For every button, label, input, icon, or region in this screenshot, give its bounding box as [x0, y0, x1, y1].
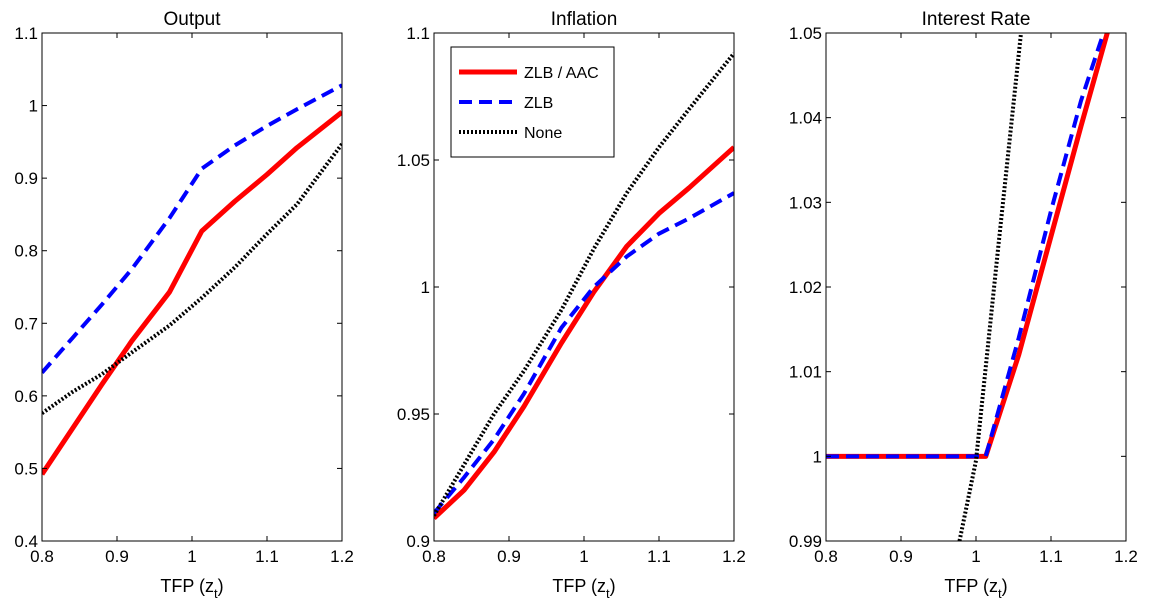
inflation-series-group	[434, 52, 734, 520]
output-panel: Output 0.8 0.9 1 1.1 1.2 0.4 0.5 0.6 0.7 0.8 0.9 1 1…	[14, 9, 353, 601]
interest-rate-y-tick-label: 1	[813, 447, 822, 466]
interest-rate-x-label-close: )	[1002, 576, 1008, 596]
output-x-tick-label: 0.8	[30, 547, 54, 566]
output-y-tick-label: 0.5	[14, 459, 38, 478]
output-y-tick-label: 0.6	[14, 387, 38, 406]
inflation-series-zlb-aac	[434, 145, 734, 520]
output-y-tick-label: 0.8	[14, 242, 38, 261]
output-frame	[41, 32, 343, 542]
output-series-zlb	[42, 83, 342, 374]
legend-box	[450, 46, 615, 158]
interest-rate-y-tick-label: 0.99	[789, 532, 822, 551]
output-x-tick-label: 1.1	[255, 547, 279, 566]
legend: ZLB / AAC ZLB None	[450, 46, 615, 158]
inflation-x-label-subscript: t	[606, 586, 610, 601]
output-x-tick-label: 1	[187, 547, 196, 566]
output-plot-area: 0.8 0.9 1 1.1 1.2 0.4 0.5 0.6 0.7 0.8 0.9 1 1.1	[14, 24, 353, 566]
interest-rate-title: Interest Rate	[922, 9, 1031, 30]
inflation-x-tick-label: 1.2	[722, 547, 746, 566]
inflation-y-tick-label: 1	[421, 278, 430, 297]
inflation-series-none	[434, 52, 734, 517]
interest-rate-y-tick-label: 1.03	[789, 193, 822, 212]
inflation-x-tick-label: 1	[579, 547, 588, 566]
interest-rate-series-group	[826, 33, 1110, 541]
inflation-x-tick-label: 0.9	[497, 547, 521, 566]
interest-rate-x-label: TFP (zt)	[944, 576, 1007, 601]
interest-rate-y-tick-label: 1.01	[789, 363, 822, 382]
inflation-y-tick-label: 0.95	[397, 405, 430, 424]
legend-label-none: None	[524, 125, 562, 142]
output-series-none	[42, 142, 342, 415]
interest-rate-y-tick-label: 1.02	[789, 278, 822, 297]
inflation-x-label-close: )	[610, 576, 616, 596]
interest-rate-series-none	[957, 33, 1023, 541]
interest-rate-x-tick-label: 0.9	[889, 547, 913, 566]
interest-rate-y-tick-label: 1.04	[789, 109, 822, 128]
output-series-zlb-aac	[42, 110, 342, 476]
inflation-frame	[433, 32, 735, 542]
output-title: Output	[163, 9, 221, 30]
interest-rate-x-tick-label: 0.8	[814, 547, 838, 566]
output-y-tick-label: 1	[29, 97, 38, 116]
output-series-group	[42, 83, 342, 476]
interest-rate-x-tick-label: 1.2	[1114, 547, 1138, 566]
inflation-series-zlb	[434, 191, 734, 515]
inflation-y-tick-label: 1.1	[406, 24, 430, 43]
output-x-label-close: )	[218, 576, 224, 596]
interest-rate-frame	[825, 32, 1127, 542]
output-y-tick-label: 0.4	[14, 532, 38, 551]
output-y-tick-label: 0.7	[14, 314, 38, 333]
interest-rate-series-zlb-aac	[826, 33, 1110, 459]
inflation-x-label: TFP (zt)	[552, 576, 615, 601]
interest-rate-series-zlb	[826, 33, 1106, 459]
inflation-title: Inflation	[551, 9, 618, 30]
legend-label-zlb: ZLB	[524, 95, 553, 112]
interest-rate-y-tick-label: 1.05	[789, 24, 822, 43]
inflation-y-tick-label: 1.05	[397, 151, 430, 170]
inflation-x-tick-label: 0.8	[422, 547, 446, 566]
interest-rate-plot-area: 0.8 0.9 1 1.1 1.2 0.99 1 1.01 1.02 1.03 1.04 1.05	[789, 24, 1138, 566]
output-x-label-subscript: t	[214, 586, 218, 601]
legend-label-zlb-aac: ZLB / AAC	[524, 65, 599, 82]
output-y-tick-label: 1.1	[14, 24, 38, 43]
interest-rate-x-tick-label: 1	[971, 547, 980, 566]
output-x-tick-label: 1.2	[330, 547, 354, 566]
output-x-tick-label: 0.9	[105, 547, 129, 566]
output-y-tick-label: 0.9	[14, 169, 38, 188]
inflation-y-tick-label: 0.9	[406, 532, 430, 551]
interest-rate-x-tick-label: 1.1	[1039, 547, 1063, 566]
inflation-x-tick-label: 1.1	[647, 547, 671, 566]
interest-rate-x-label-subscript: t	[998, 586, 1002, 601]
output-x-label: TFP (zt)	[160, 576, 223, 601]
interest-rate-panel: Interest Rate 0.8 0.9 1 1.1 1.2 0.99 1 1.01 1.02…	[789, 9, 1138, 601]
